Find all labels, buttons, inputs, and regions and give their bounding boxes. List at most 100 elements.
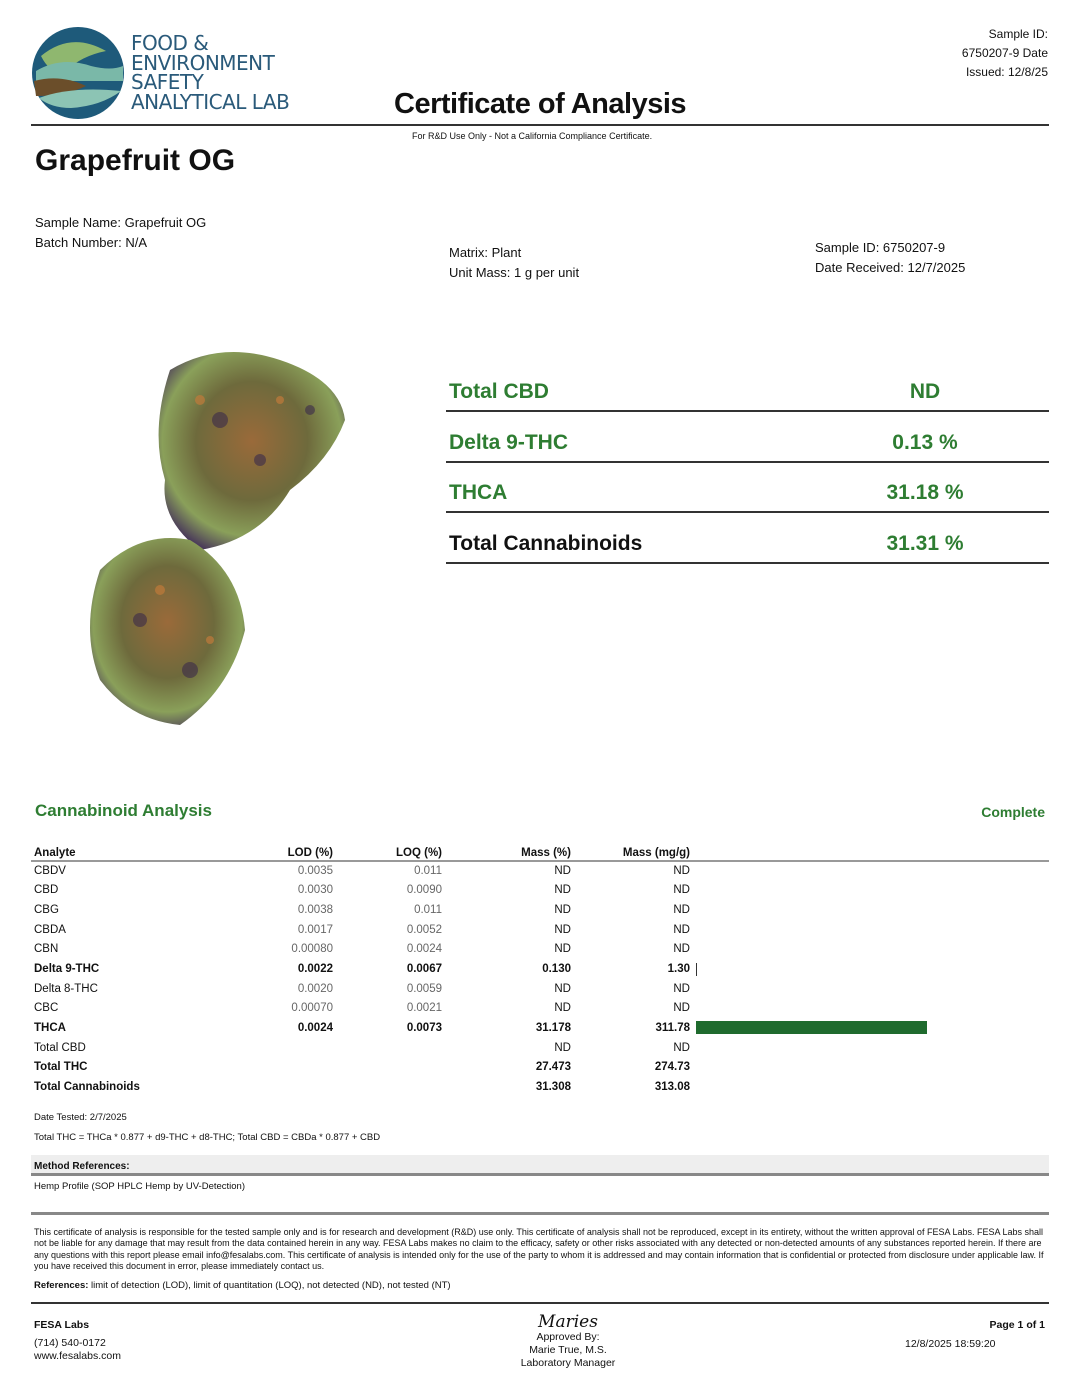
analyte-cell: CBD — [34, 884, 59, 897]
product-image — [80, 340, 370, 745]
analyte-cell: THCA — [34, 1021, 66, 1034]
matrix-info: Matrix: Plant Unit Mass: 1 g per unit — [449, 243, 579, 283]
lod-cell — [251, 1038, 333, 1058]
mass-pct-cell: ND — [554, 1041, 571, 1054]
mass-mg-cell: ND — [673, 904, 690, 917]
loq-cell: 0.0059 — [406, 982, 442, 995]
summary-delta9-thc: Delta 9-THC 0.13 % — [446, 413, 1049, 463]
analyte-cell: Total CBD — [34, 1041, 86, 1054]
analyte-cell: Total Cannabinoids — [34, 1080, 140, 1093]
mass-pct-cell: ND — [554, 943, 571, 956]
cannabinoid-table: Analyte LOD (%) LOQ (%) Mass (%) Mass (m… — [31, 845, 1049, 1097]
loq-cell: 0.011 — [414, 865, 442, 878]
loq-cell — [333, 1038, 442, 1058]
bar-cell — [690, 900, 1049, 920]
mass-mg-cell: ND — [673, 923, 690, 936]
mass-pct-cell: ND — [554, 904, 571, 917]
bar-cell — [690, 920, 1049, 940]
footer-divider — [31, 1302, 1049, 1304]
summary-value: 31.31 % — [886, 532, 964, 555]
date-tested: Date Tested: 2/7/2025 — [34, 1112, 127, 1123]
analyte-cell: CBDV — [34, 865, 66, 878]
table-row: Total THC 27.473 274.73 — [31, 1057, 1049, 1077]
header-issued: Issued: 12/8/25 — [965, 65, 1048, 79]
summary-total-cbd: Total CBD ND — [446, 362, 1049, 412]
bar-cell — [690, 1018, 1049, 1038]
footer-lab: FESA Labs (714) 540-0172 www.fesalabs.co… — [34, 1319, 121, 1363]
table-row: Total Cannabinoids 31.308 313.08 — [31, 1077, 1049, 1097]
loq-cell: 0.011 — [414, 904, 442, 917]
logo-line: SAFETY — [131, 70, 204, 94]
mass-bar — [696, 962, 697, 976]
summary-label: Delta 9-THC — [449, 431, 569, 454]
mass-mg-cell: ND — [673, 1002, 690, 1015]
mass-pct-cell: ND — [554, 923, 571, 936]
page-number: Page 1 of 1 — [989, 1319, 1045, 1331]
summary-total-cannabinoids: Total Cannabinoids 31.31 % — [446, 514, 1049, 564]
bar-cell — [690, 979, 1049, 999]
lod-cell: 0.0020 — [297, 982, 333, 995]
lod-cell: 0.0017 — [297, 923, 333, 936]
loq-cell: 0.0067 — [406, 963, 442, 976]
lab-phone: (714) 540-0172 — [34, 1337, 106, 1349]
col-lod: LOD (%) — [251, 845, 333, 862]
approver-role: Laboratory Manager — [520, 1357, 616, 1369]
col-analyte: Analyte — [31, 845, 251, 862]
summary-label: Total Cannabinoids — [449, 532, 643, 555]
product-name: Grapefruit OG — [35, 144, 236, 177]
analyte-cell: CBC — [34, 1002, 59, 1015]
bar-cell — [690, 940, 1049, 960]
approver-name: Marie True, M.S. — [529, 1344, 607, 1356]
summary-label: Total CBD — [449, 380, 549, 403]
table-row: Total CBD ND ND — [31, 1038, 1049, 1058]
lod-cell: 0.00070 — [291, 1002, 333, 1015]
table-row: THCA 0.0024 0.0073 31.178 311.78 — [31, 1018, 1049, 1038]
table-row: CBDA 0.0017 0.0052 ND ND — [31, 920, 1049, 940]
loq-cell — [333, 1077, 442, 1097]
summary-value: 31.18 % — [886, 481, 964, 504]
summary-label: THCA — [449, 481, 508, 504]
mass-mg-cell: ND — [673, 982, 690, 995]
table-row: CBG 0.0038 0.011 ND ND — [31, 900, 1049, 920]
status-badge: Complete — [981, 804, 1045, 820]
matrix: Matrix: Plant — [449, 245, 522, 260]
mass-pct-cell: ND — [554, 982, 571, 995]
mass-pct-cell: 0.130 — [542, 963, 571, 976]
lab-logo — [31, 26, 125, 125]
bar-cell — [690, 881, 1049, 901]
mass-mg-cell: 311.78 — [655, 1021, 690, 1034]
receipt-info: Sample ID: 6750207-9 Date Received: 12/7… — [815, 238, 965, 278]
footer-approval: Maries Approved By: Marie True, M.S. Lab… — [468, 1314, 668, 1370]
sample-name: Sample Name: Grapefruit OG — [35, 215, 207, 230]
loq-cell: 0.0073 — [406, 1021, 442, 1034]
loq-cell: 0.0052 — [406, 923, 442, 936]
analyte-cell: CBG — [34, 904, 59, 917]
document-title: Certificate of Analysis — [394, 88, 687, 120]
bar-cell — [690, 1038, 1049, 1058]
mass-bar — [696, 1021, 928, 1035]
mass-mg-cell: ND — [673, 865, 690, 878]
col-mass-pct: Mass (%) — [442, 845, 571, 862]
divider — [31, 1212, 1049, 1215]
mass-mg-cell: ND — [673, 943, 690, 956]
analyte-cell: CBDA — [34, 923, 66, 936]
sample-id: Sample ID: 6750207-9 — [815, 240, 946, 255]
lod-cell: 0.0035 — [297, 865, 333, 878]
mass-pct-cell: 27.473 — [535, 1061, 571, 1074]
mass-pct-cell: ND — [554, 884, 571, 897]
summary-thca: THCA 31.18 % — [446, 463, 1049, 513]
mass-pct-cell: ND — [554, 865, 571, 878]
header-sample-id-value: 6750207-9 Date — [961, 46, 1048, 60]
col-mass-mg: Mass (mg/g) — [571, 845, 690, 862]
lod-cell — [251, 1077, 333, 1097]
lab-website[interactable]: www.fesalabs.com — [34, 1350, 121, 1362]
table-row: CBDV 0.0035 0.011 ND ND — [31, 861, 1049, 881]
unit-mass: Unit Mass: 1 g per unit — [449, 265, 580, 280]
loq-cell: 0.0021 — [406, 1002, 442, 1015]
lod-cell: 0.00080 — [291, 943, 333, 956]
mass-mg-cell: ND — [673, 884, 690, 897]
bar-cell — [690, 861, 1049, 881]
report-timestamp: 12/8/2025 18:59:20 — [905, 1338, 996, 1350]
subtitle: For R&D Use Only - Not a California Comp… — [412, 131, 653, 141]
analyte-cell: Total THC — [34, 1061, 88, 1074]
